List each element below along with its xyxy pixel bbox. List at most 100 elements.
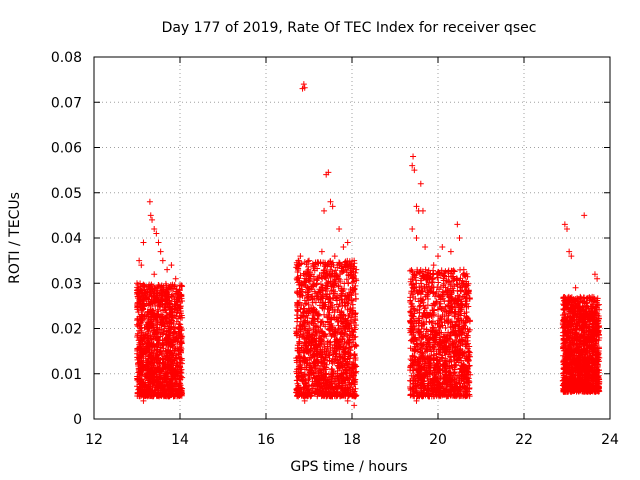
data-point (150, 376, 157, 383)
data-point (150, 380, 157, 387)
data-point (135, 386, 142, 393)
data-point (177, 344, 184, 351)
data-point (141, 282, 148, 289)
data-point (136, 339, 143, 346)
data-point (159, 368, 166, 375)
data-point (152, 352, 159, 359)
data-point (174, 366, 181, 373)
data-point (162, 280, 169, 287)
data-point (178, 282, 185, 289)
data-point (141, 372, 148, 379)
data-point (178, 332, 185, 339)
data-point (173, 334, 180, 341)
data-point (171, 358, 178, 365)
data-point (158, 349, 165, 356)
data-point (151, 369, 158, 376)
data-point (159, 300, 166, 307)
data-point (158, 283, 165, 290)
data-point (156, 303, 163, 310)
data-point (144, 295, 151, 302)
data-point (147, 333, 154, 340)
data-point (161, 376, 168, 383)
data-point (171, 301, 178, 308)
data-point (150, 298, 157, 305)
data-point (159, 337, 166, 344)
data-point (162, 289, 169, 296)
data-point (144, 309, 151, 316)
data-point (134, 306, 141, 313)
data-point (167, 380, 174, 387)
data-point (162, 314, 169, 321)
data-point (140, 350, 147, 357)
data-point (139, 298, 146, 305)
data-point (164, 364, 171, 371)
data-point (143, 383, 150, 390)
data-point (156, 360, 163, 367)
data-point (175, 350, 182, 357)
data-point (171, 281, 178, 288)
data-point (173, 388, 180, 395)
data-point (139, 292, 146, 299)
data-point (170, 365, 177, 372)
data-point (158, 292, 165, 299)
data-point (167, 369, 174, 376)
data-point (138, 391, 145, 398)
data-point (176, 299, 183, 306)
data-point (165, 336, 172, 343)
data-point (168, 376, 175, 383)
data-point (170, 320, 177, 327)
data-point (140, 306, 147, 313)
data-point (173, 312, 180, 319)
data-point (144, 367, 151, 374)
data-point (151, 359, 158, 366)
data-point (153, 341, 160, 348)
data-point (154, 365, 161, 372)
data-point (169, 291, 176, 298)
data-point (142, 384, 149, 391)
data-point (177, 303, 184, 310)
data-point (141, 289, 148, 296)
data-point (153, 379, 160, 386)
data-point (304, 258, 311, 265)
data-point (143, 339, 150, 346)
data-point (140, 281, 147, 288)
data-point (136, 296, 143, 303)
data-point (151, 299, 158, 306)
data-point (168, 308, 175, 315)
data-point (161, 306, 168, 313)
data-point (158, 367, 165, 374)
data-point (159, 355, 166, 362)
data-point (134, 377, 141, 384)
data-point (146, 379, 153, 386)
data-point (134, 330, 141, 337)
data-point (154, 317, 161, 324)
data-point (162, 315, 169, 322)
data-point (173, 304, 180, 311)
data-point (155, 365, 162, 372)
data-point (178, 389, 185, 396)
data-point (159, 320, 166, 327)
data-point (139, 316, 146, 323)
data-point (145, 328, 152, 335)
data-point (134, 346, 141, 353)
data-point (148, 388, 155, 395)
data-point (154, 334, 161, 341)
data-point (178, 339, 185, 346)
data-point (171, 381, 178, 388)
data-point (163, 340, 170, 347)
data-point (178, 312, 185, 319)
data-point (176, 287, 183, 294)
data-point (135, 369, 142, 376)
data-point (163, 391, 170, 398)
data-point (134, 392, 141, 399)
data-point (141, 346, 148, 353)
data-point (138, 327, 145, 334)
data-point (153, 294, 160, 301)
data-point (178, 291, 185, 298)
data-point (171, 348, 178, 355)
data-point (141, 302, 148, 309)
data-point (155, 382, 162, 389)
data-point (169, 317, 176, 324)
